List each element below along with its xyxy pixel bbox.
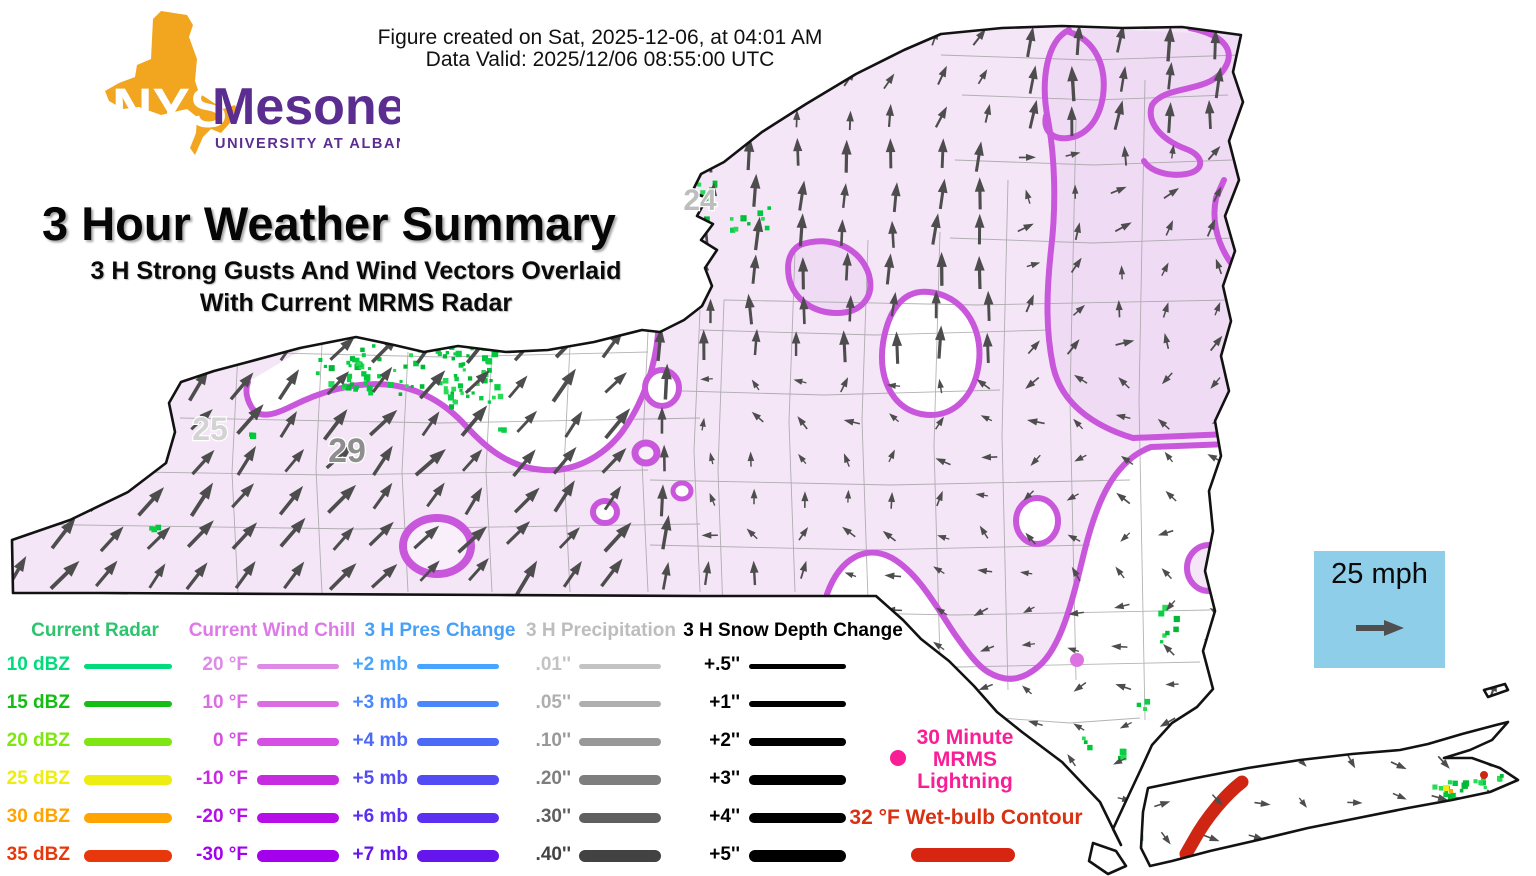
main-title: 3 Hour Weather Summary [42, 197, 616, 250]
lightning-line3: Lightning [917, 770, 1013, 793]
logo-mesonet-text: Mesonet [212, 78, 400, 136]
wind-chill-ring-contour [590, 498, 620, 526]
gust-contour-label: 24 [683, 184, 717, 217]
wind-chill-ring-contour [642, 367, 682, 409]
lightning-legend-label: 30 Minute MRMS Lightning [873, 727, 1057, 793]
wetbulb-contour-swatch [911, 848, 1015, 862]
subtitle-line1: 3 H Strong Gusts And Wind Vectors Overla… [90, 257, 622, 285]
logo-nys-text: NYS [112, 76, 227, 139]
wind-chill-ring-contour [399, 514, 475, 578]
subtitle-line2: With Current MRMS Radar [199, 289, 513, 317]
wetbulb-contour-label: 32 °F Wet-bulb Contour [849, 806, 1083, 829]
radar-echoes [149, 180, 1504, 841]
data-valid-text: Data Valid: 2025/12/06 08:55:00 UTC [425, 48, 775, 71]
wetbulb-contour-speck [1480, 771, 1488, 779]
wind-chill-dot [1070, 653, 1084, 667]
logo-university-text: UNIVERSITY AT ALBANY [215, 136, 400, 152]
wind-reference-box: 25 mph [1314, 551, 1445, 668]
wind-reference-label: 25 mph [1331, 558, 1428, 590]
lightning-line1: 30 Minute [916, 726, 1014, 749]
gust-contour-label: 29 [328, 432, 366, 470]
wind-chill-contours [243, 26, 1259, 682]
ny-state-logo-shape [105, 11, 239, 155]
figure-created-text: Figure created on Sat, 2025-12-06, at 04… [377, 26, 823, 49]
nys-mesonet-logo: NYS Mesonet UNIVERSITY AT ALBANY [105, 11, 400, 155]
wind-reference-arrow-icon [1356, 620, 1404, 636]
wind-chill-ring-contour [631, 439, 661, 467]
state-border [10, 24, 1520, 876]
wetbulb-contour-line [1179, 775, 1249, 861]
lightning-line2: MRMS [932, 748, 998, 771]
wind-chill-ring-contour [670, 480, 694, 502]
gust-contour-label: 25 [192, 411, 228, 447]
wind-chill-ring-contour [1013, 495, 1061, 547]
lightning-dot-icon [890, 750, 906, 766]
